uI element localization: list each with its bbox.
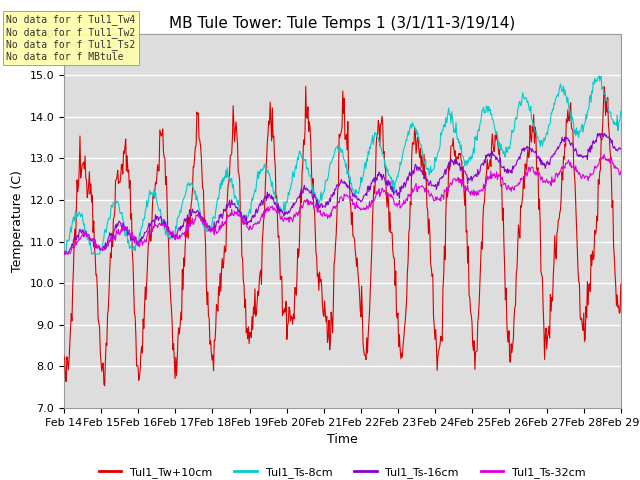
- X-axis label: Time: Time: [327, 433, 358, 446]
- Y-axis label: Temperature (C): Temperature (C): [11, 170, 24, 272]
- Legend: Tul1_Tw+10cm, Tul1_Ts-8cm, Tul1_Ts-16cm, Tul1_Ts-32cm: Tul1_Tw+10cm, Tul1_Ts-8cm, Tul1_Ts-16cm,…: [94, 462, 590, 480]
- Text: No data for f Tul1_Tw4
No data for f Tul1_Tw2
No data for f Tul1_Ts2
No data for: No data for f Tul1_Tw4 No data for f Tul…: [6, 14, 136, 62]
- Title: MB Tule Tower: Tule Temps 1 (3/1/11-3/19/14): MB Tule Tower: Tule Temps 1 (3/1/11-3/19…: [169, 16, 516, 31]
